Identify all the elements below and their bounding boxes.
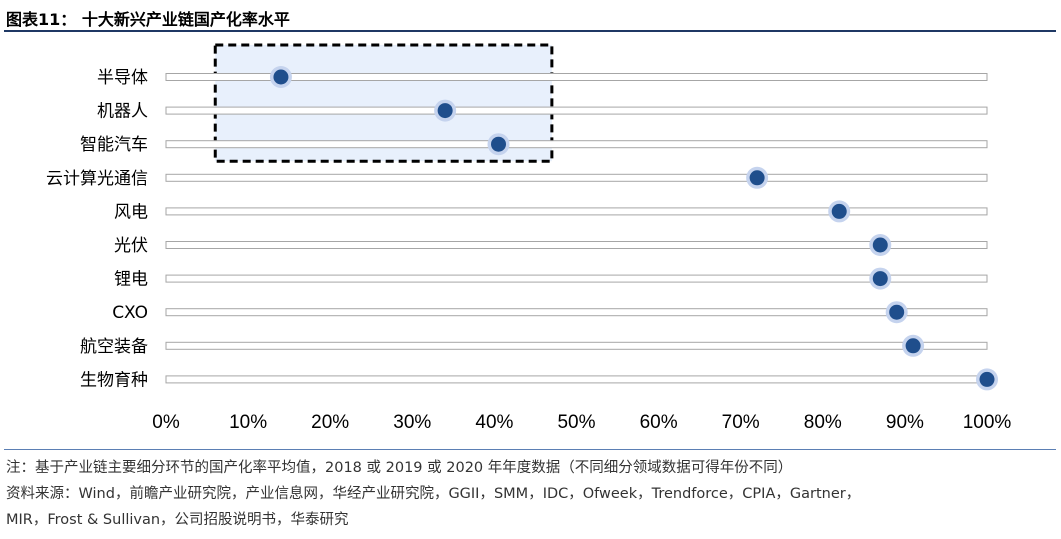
x-tick-label: 70% (722, 412, 760, 433)
category-label: 机器人 (97, 102, 148, 122)
track-bar (165, 308, 988, 317)
category-label: 光伏 (114, 236, 148, 256)
data-point (491, 136, 507, 152)
category-label: 智能汽车 (80, 135, 148, 155)
x-tick-label: 100% (963, 412, 1012, 433)
x-tick-label: 40% (475, 412, 513, 433)
source-line-2: MIR，Frost & Sullivan，公司招股说明书，华泰研究 (6, 512, 349, 528)
x-tick-label: 90% (886, 412, 924, 433)
source-line-1: 资料来源：Wind，前瞻产业研究院，产业信息网，华经产业研究院，GGII，SMM… (6, 486, 861, 502)
x-tick-label: 60% (640, 412, 678, 433)
track-bar (165, 341, 988, 350)
data-point (889, 304, 905, 320)
data-point (872, 271, 888, 287)
x-tick-label: 80% (804, 412, 842, 433)
data-point (831, 203, 847, 219)
category-label: 云计算光通信 (46, 169, 148, 189)
track-bar (165, 207, 988, 216)
category-label: 半导体 (97, 68, 148, 88)
chart-title: 图表11： 十大新兴产业链国产化率水平 (6, 10, 290, 29)
x-tick-label: 50% (557, 412, 595, 433)
data-point (273, 69, 289, 85)
track-bar (165, 106, 988, 115)
category-label: 生物育种 (80, 370, 148, 390)
category-label: 锂电 (114, 270, 148, 290)
category-label: 航空装备 (80, 337, 148, 357)
data-point (979, 371, 995, 387)
data-point (905, 338, 921, 354)
track-bar (165, 173, 988, 182)
data-point (872, 237, 888, 253)
data-point (437, 103, 453, 119)
track-bar (165, 274, 988, 283)
track-bar (165, 73, 988, 81)
x-tick-label: 20% (311, 412, 349, 433)
track-bar (165, 241, 988, 249)
track-bar (165, 140, 988, 149)
x-tick-label: 30% (393, 412, 431, 433)
title-divider (4, 30, 1056, 32)
category-label: 风电 (114, 202, 148, 222)
category-label: CXO (112, 303, 148, 323)
chart-note: 注：基于产业链主要细分环节的国产化率平均值，2018 或 2019 或 2020… (6, 460, 793, 476)
footer-divider (4, 449, 1056, 450)
x-tick-label: 10% (229, 412, 267, 433)
data-point (749, 170, 765, 186)
x-tick-label: 0% (152, 412, 180, 433)
track-bar (165, 375, 988, 384)
